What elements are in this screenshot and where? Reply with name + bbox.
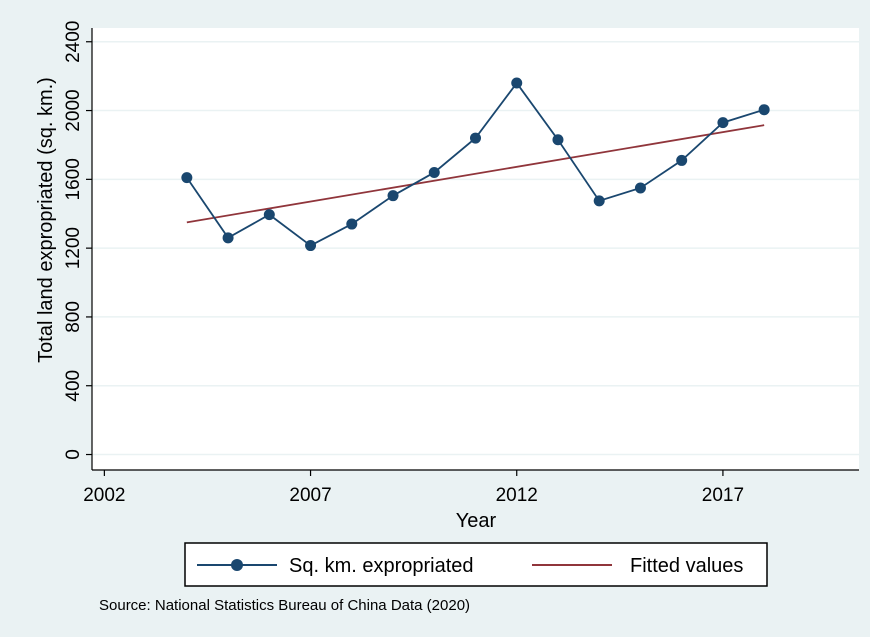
series-layer (181, 77, 770, 252)
data-point-2006 (263, 209, 275, 221)
data-point-2009 (387, 190, 399, 202)
y-tick-label-2: 800 (63, 301, 84, 333)
x-tick-label-1: 2007 (289, 485, 331, 506)
y-tick-label-0: 0 (63, 449, 84, 460)
data-point-2016 (676, 154, 688, 166)
data-point-2011 (470, 132, 481, 144)
y-tick-label-4: 1600 (63, 158, 84, 200)
fitted-values-line (186, 124, 765, 224)
source-note: Source: National Statistics Bureau of Ch… (99, 597, 470, 614)
legend: Sq. km. expropriated Fitted values (184, 542, 768, 587)
y-axis-title: Total land expropriated (sq. km.) (35, 77, 57, 363)
legend-label-fitted: Fitted values (630, 555, 743, 577)
data-point-2012 (511, 77, 523, 89)
data-point-2010 (428, 166, 440, 178)
y-tick-label-1: 400 (63, 370, 84, 402)
data-point-2017 (717, 117, 729, 129)
x-axis-title: Year (456, 510, 497, 532)
data-point-2015 (634, 182, 646, 194)
data-point-2004 (181, 172, 193, 184)
legend-swatch-marker-expropriated (231, 559, 243, 571)
legend-box (184, 542, 768, 587)
data-point-2005 (222, 232, 234, 244)
y-tick-label-5: 2000 (63, 89, 84, 131)
axes: 0 400 800 1200 1600 2000 2400 2002 2007 2012 2017 (63, 21, 859, 506)
data-point-2013 (552, 134, 564, 146)
legend-label-expropriated: Sq. km. expropriated (289, 555, 474, 577)
x-tick-label-3: 2017 (702, 485, 744, 506)
data-point-2008 (346, 218, 358, 230)
data-point-2014 (593, 195, 605, 207)
y-tick-label-3: 1200 (63, 227, 84, 269)
x-tick-label-0: 2002 (83, 485, 125, 506)
plot-area (92, 28, 859, 470)
x-tick-label-2: 2012 (496, 485, 538, 506)
y-tick-label-6: 2400 (63, 21, 84, 63)
gridlines (92, 41, 859, 456)
data-point-2007 (305, 240, 317, 252)
data-point-2018 (758, 104, 770, 116)
